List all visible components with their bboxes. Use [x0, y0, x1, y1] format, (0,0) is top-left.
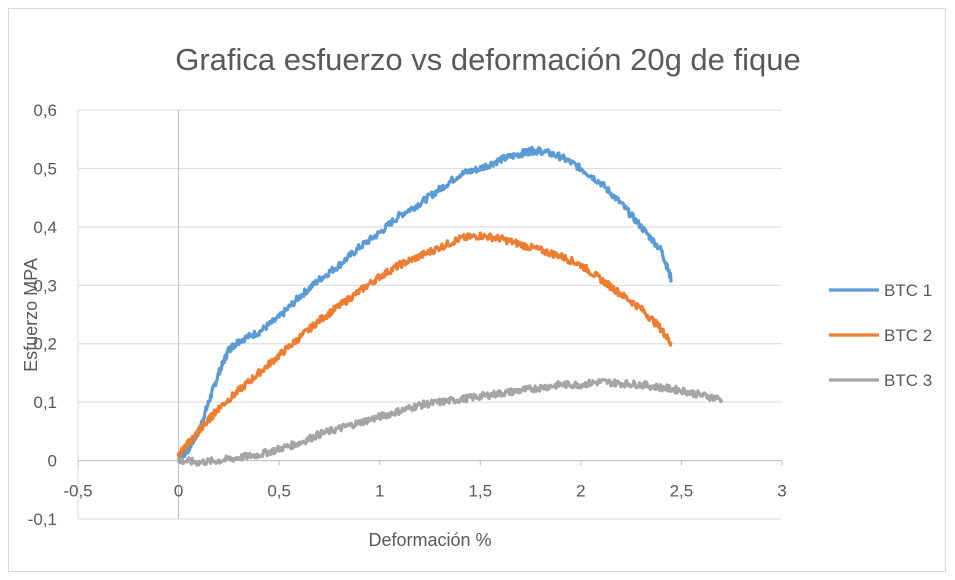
legend-label: BTC 2	[884, 326, 932, 345]
y-tick-label: 0,4	[33, 218, 57, 237]
chart-frame	[8, 8, 946, 572]
series-line-2	[177, 231, 673, 459]
x-tick-label: 2	[576, 482, 585, 501]
legend-label: BTC 1	[884, 281, 932, 300]
x-tick-label: 1,5	[468, 482, 492, 501]
series-line-1	[177, 145, 673, 464]
x-tick-label: 0	[174, 482, 183, 501]
x-tick-label: 0,5	[267, 482, 291, 501]
y-tick-label: 0,3	[33, 276, 57, 295]
y-tick-label: 0,2	[33, 335, 57, 354]
y-tick-label: -0,1	[28, 510, 57, 529]
y-axis-label: Esfuerzo MPA	[21, 258, 41, 372]
y-tick-label: 0,6	[33, 101, 57, 120]
x-tick-label: 2,5	[670, 482, 694, 501]
axes: -0,1 0 0,1 0,2 0,3 0,4 0,5 0,6 -0,5 0 0,5 1 1,5 2 2,5 3	[28, 101, 787, 529]
chart-title: Grafica esfuerzo vs deformación 20g de f…	[175, 42, 801, 77]
x-tick-label: 3	[777, 482, 786, 501]
series-line-3	[177, 378, 724, 467]
y-tick-label: 0,1	[33, 393, 57, 412]
series-layer	[177, 145, 724, 467]
legend-label: BTC 3	[884, 371, 932, 390]
x-axis-label: Deformación %	[368, 530, 491, 550]
x-tick-label: 1	[375, 482, 384, 501]
legend: BTC 1 BTC 2 BTC 3	[829, 281, 932, 390]
y-tick-label: 0,5	[33, 159, 57, 178]
x-tick-label: -0,5	[63, 482, 92, 501]
y-tick-label: 0	[48, 452, 57, 471]
